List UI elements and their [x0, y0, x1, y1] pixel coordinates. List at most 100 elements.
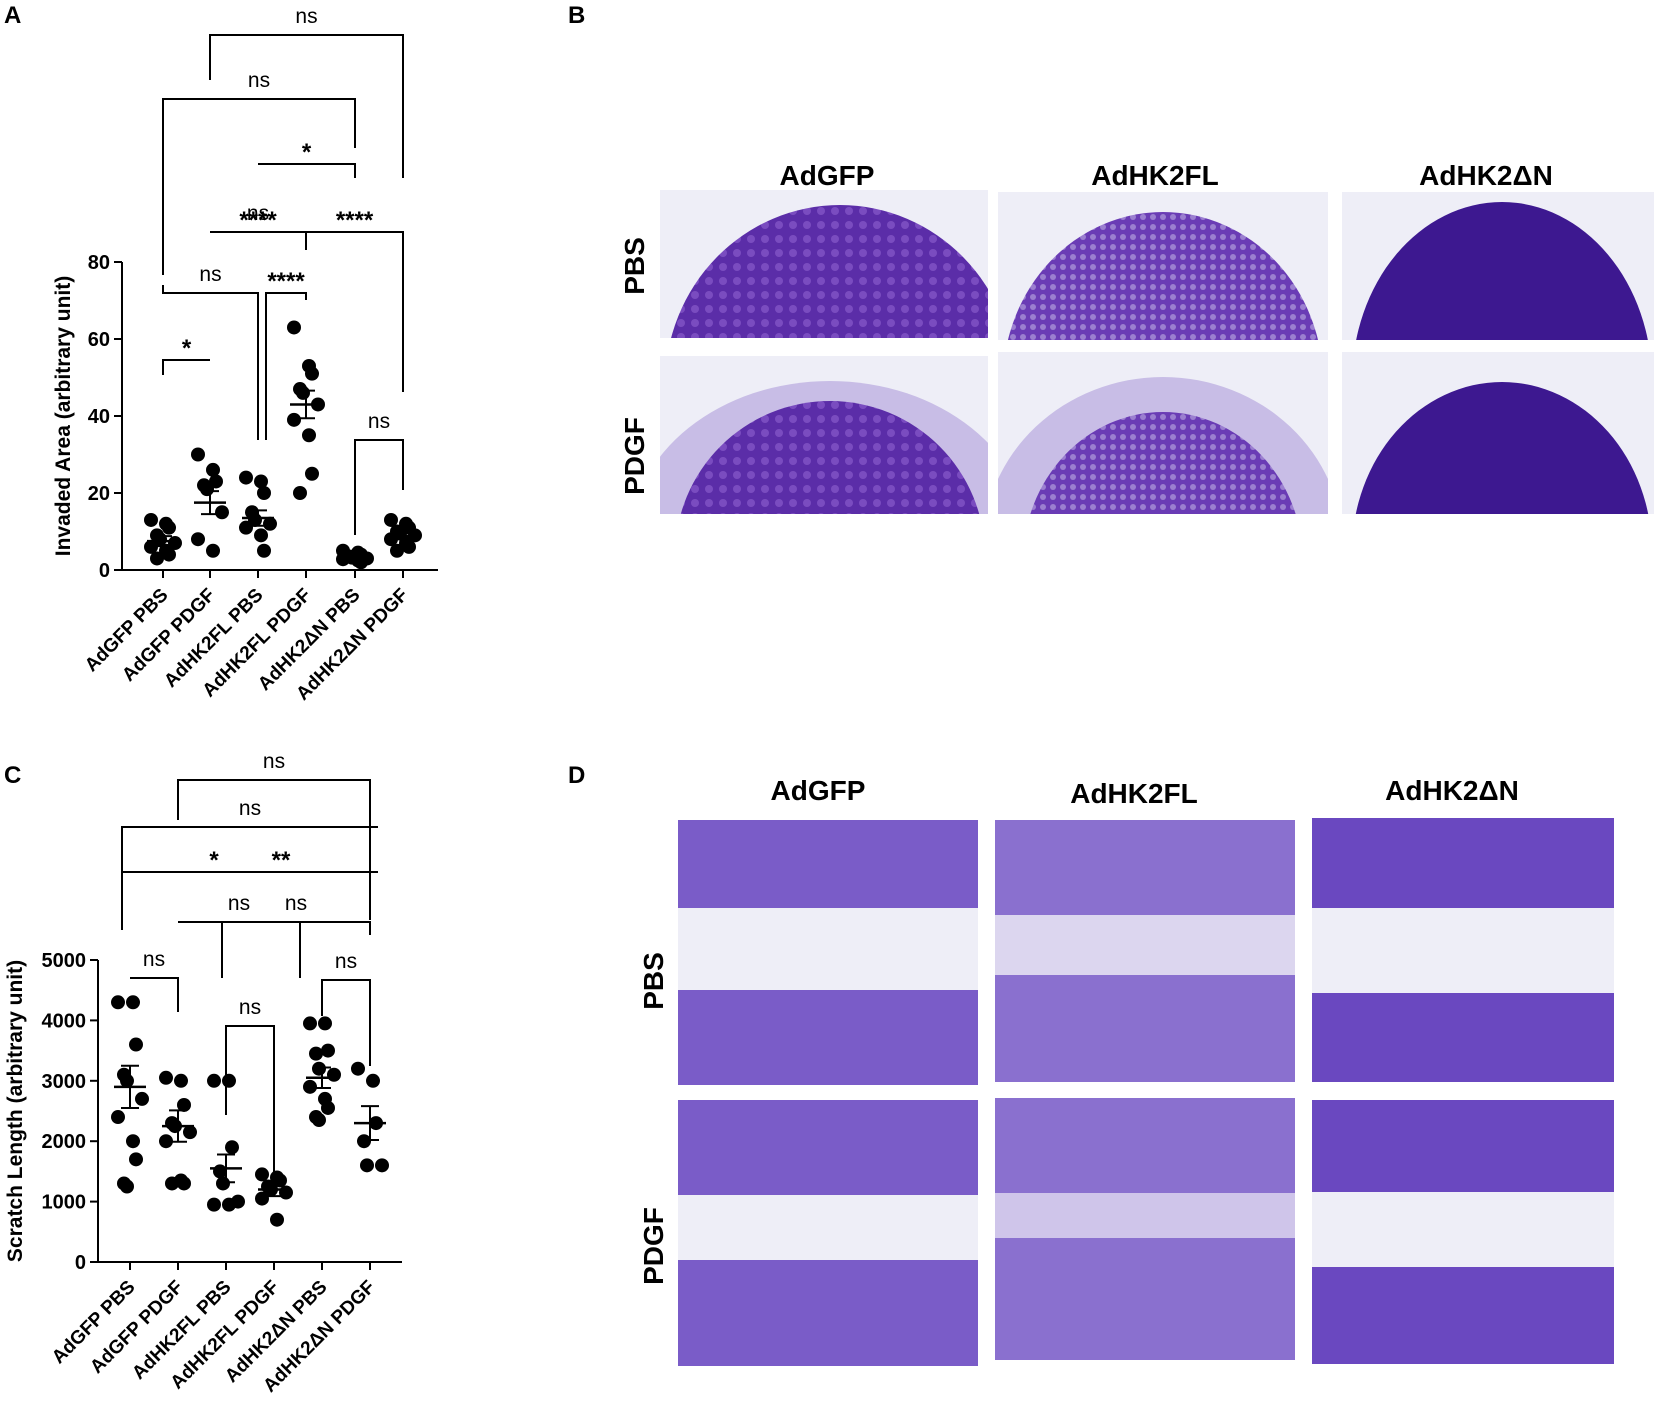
- data-point: [159, 1134, 173, 1149]
- data-point: [273, 1173, 287, 1188]
- data-point: [351, 1061, 365, 1076]
- data-point: [206, 462, 220, 477]
- data-point: [207, 1197, 221, 1212]
- data-point: [183, 1125, 197, 1140]
- invasion-spheroid: [660, 356, 988, 514]
- panel-d-row-head: PBS: [638, 952, 669, 1010]
- data-point: [257, 486, 271, 500]
- y-tick-label: 2000: [42, 1131, 87, 1153]
- significance-bracket: [177, 779, 371, 920]
- panel-b-col-head: AdHK2ΔN: [1419, 160, 1553, 191]
- invasion-spheroid: [998, 352, 1328, 514]
- data-point: [126, 995, 140, 1010]
- significance-bracket: [209, 34, 404, 178]
- scratch-wound: [678, 1100, 978, 1366]
- data-point: [111, 1110, 125, 1125]
- significance-label: ****: [267, 268, 305, 295]
- data-point: [321, 1100, 335, 1115]
- significance-label: **: [272, 847, 291, 874]
- panel-label-c: C: [4, 762, 22, 789]
- significance-label: ns: [239, 797, 261, 820]
- data-point: [287, 320, 301, 335]
- significance-bracket: [258, 163, 356, 178]
- data-point: [111, 995, 125, 1010]
- data-point: [254, 474, 268, 489]
- data-point: [257, 543, 271, 558]
- significance-bracket: [162, 98, 356, 275]
- y-tick-label: 1000: [42, 1192, 87, 1214]
- data-point: [162, 520, 176, 535]
- y-tick-label: 60: [88, 329, 110, 351]
- data-point: [222, 1073, 236, 1088]
- significance-label: ns: [247, 202, 269, 225]
- scratch-wound: [678, 820, 978, 1085]
- data-point: [239, 470, 253, 485]
- data-point: [375, 1158, 389, 1173]
- significance-bracket: [265, 292, 307, 440]
- data-point: [159, 1070, 173, 1085]
- panel-b-col-head: AdGFP: [779, 160, 875, 191]
- data-point: [162, 547, 176, 562]
- significance-label: ns: [263, 750, 285, 773]
- data-point: [126, 1134, 140, 1149]
- significance-bracket: [354, 439, 404, 535]
- y-tick-label: 0: [75, 1252, 86, 1274]
- data-point: [216, 1176, 230, 1191]
- data-point: [177, 1097, 191, 1112]
- significance-label: ns: [285, 892, 307, 915]
- data-point: [213, 1164, 227, 1179]
- micrograph-scratch-adhk2dn-pdgf: [1312, 1100, 1614, 1364]
- micrograph-adgfp-pdgf: [660, 356, 988, 514]
- data-point: [293, 486, 307, 500]
- data-point: [255, 1167, 269, 1182]
- panel-label-b: B: [568, 2, 586, 29]
- scratch-wound: [1312, 1100, 1614, 1364]
- micrograph-scratch-adgfp-pdgf: [678, 1100, 978, 1366]
- data-point: [366, 1073, 380, 1088]
- micrograph-adhk2dn-pdgf: [1342, 352, 1654, 514]
- y-tick-label: 3000: [42, 1071, 87, 1093]
- panel-d-row-head: PDGF: [638, 1207, 669, 1285]
- invasion-spheroid: [1342, 192, 1654, 340]
- panel-d-col-head: AdGFP: [770, 775, 866, 806]
- significance-label: *: [302, 139, 312, 166]
- data-point: [165, 1176, 179, 1191]
- data-point: [305, 366, 319, 381]
- y-axis-label: Invaded Area (arbitrary unit): [52, 276, 75, 556]
- data-point: [215, 505, 229, 520]
- data-point: [144, 539, 158, 554]
- data-point: [303, 1016, 317, 1031]
- data-point: [200, 482, 214, 497]
- significance-label: ns: [368, 410, 390, 433]
- panel-b-row-head: PDGF: [619, 417, 650, 495]
- y-tick-label: 4000: [42, 1010, 87, 1032]
- data-point: [270, 1212, 284, 1227]
- micrograph-scratch-adhk2fl-pbs: [995, 820, 1295, 1082]
- y-axis-label: Scratch Length (arbitrary unit): [4, 960, 27, 1262]
- data-point: [174, 1073, 188, 1088]
- significance-label: ns: [239, 996, 261, 1019]
- invasion-spheroid: [998, 192, 1328, 340]
- data-point: [129, 1037, 143, 1052]
- significance-bracket: [305, 231, 404, 392]
- micrograph-scratch-adhk2dn-pbs: [1312, 818, 1614, 1082]
- data-point: [255, 1191, 269, 1206]
- data-point: [402, 539, 416, 554]
- data-point: [357, 1134, 371, 1149]
- scratch-wound: [1312, 818, 1614, 1082]
- data-point: [254, 528, 268, 543]
- data-point: [129, 1152, 143, 1167]
- data-point: [312, 1113, 326, 1128]
- data-point: [177, 1176, 191, 1191]
- y-tick-label: 80: [88, 252, 110, 274]
- panel-b-row-head: PBS: [619, 237, 650, 295]
- y-tick-label: 0: [99, 560, 110, 582]
- significance-label: *: [182, 335, 192, 362]
- data-point: [390, 543, 404, 558]
- significance-label: ns: [143, 948, 165, 971]
- data-point: [206, 543, 220, 558]
- significance-bracket: [321, 979, 371, 1066]
- data-point: [312, 1061, 326, 1076]
- significance-label: ns: [295, 5, 317, 28]
